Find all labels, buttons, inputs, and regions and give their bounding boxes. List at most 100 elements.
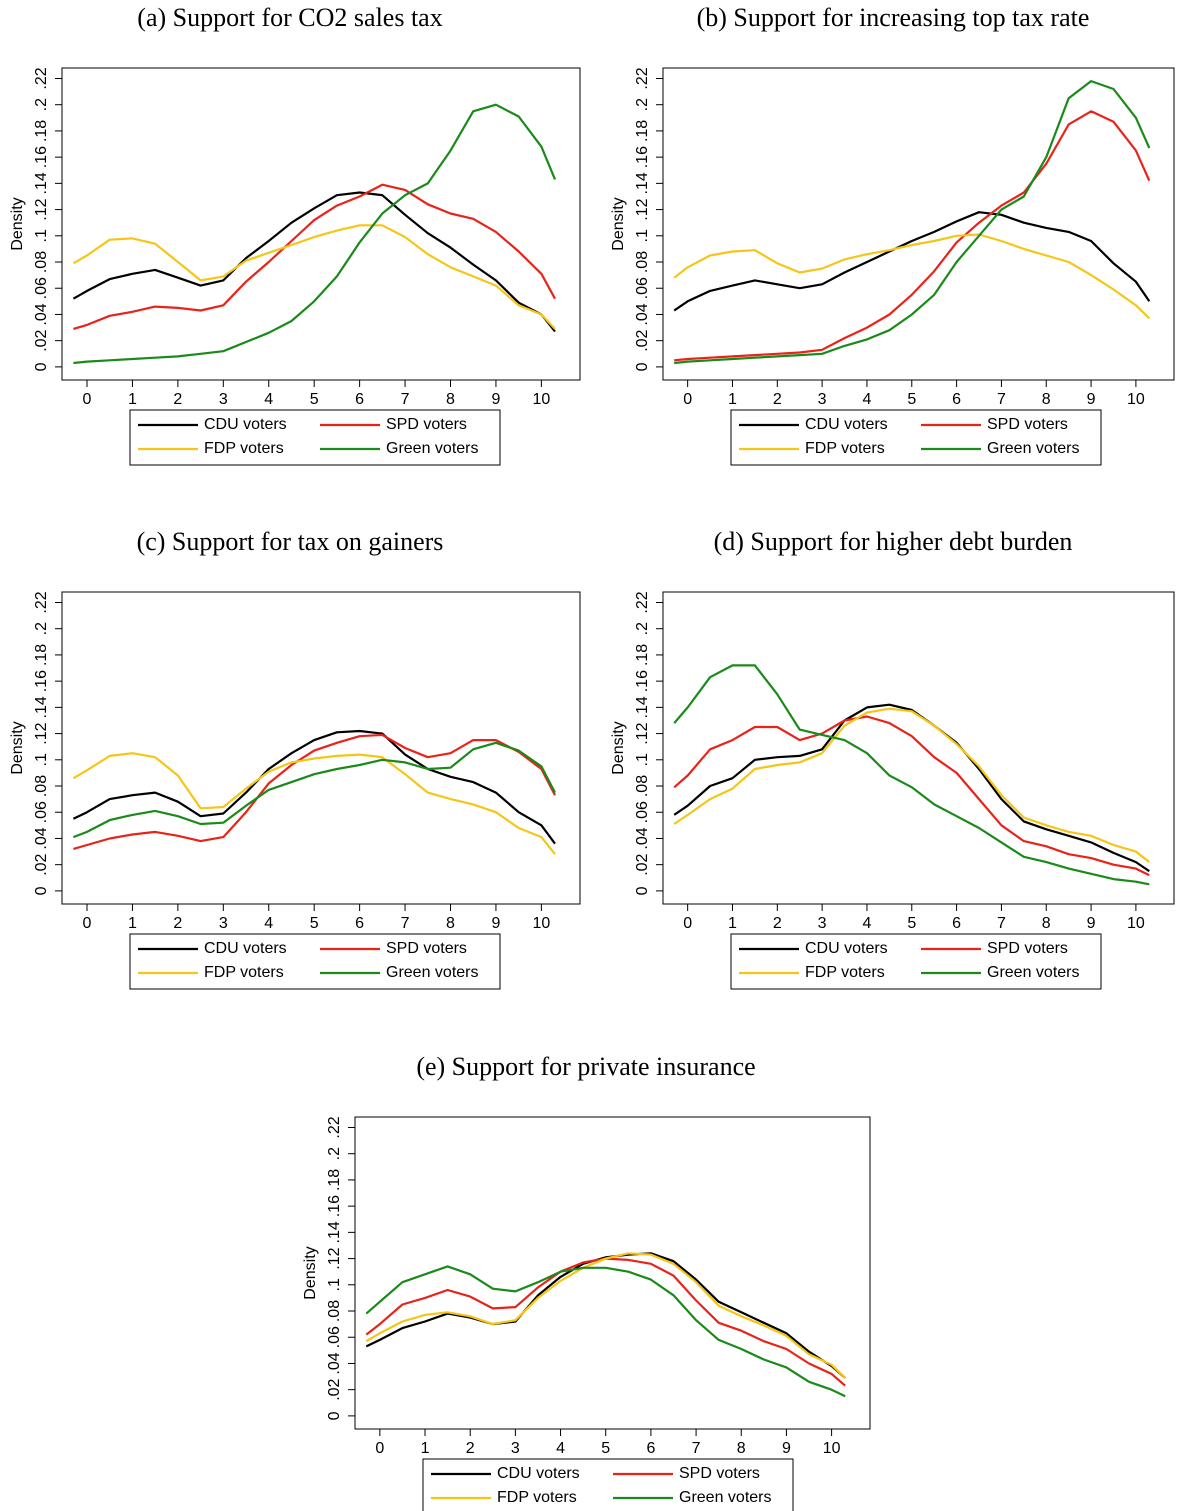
x-tick-label: 3 <box>511 1440 520 1457</box>
y-tick-label: .08 <box>634 775 651 797</box>
density-line <box>365 1257 846 1387</box>
x-tick-label: 10 <box>532 915 550 932</box>
y-tick-label: .2 <box>33 622 50 635</box>
x-tick-label: 5 <box>907 391 916 408</box>
x-tick-label: 3 <box>219 915 228 932</box>
x-tick-label: 7 <box>997 915 1006 932</box>
density-line <box>365 1252 846 1379</box>
y-tick-label: .22 <box>634 591 651 613</box>
legend-label: SPD voters <box>386 940 467 957</box>
y-tick-label: .22 <box>33 67 50 89</box>
y-tick-label: 0 <box>634 362 651 371</box>
x-tick-label: 9 <box>1087 915 1096 932</box>
x-tick-label: 4 <box>862 915 871 932</box>
density-line <box>73 741 556 839</box>
x-tick-label: 4 <box>264 391 273 408</box>
y-tick-label: .04 <box>33 303 50 325</box>
density-line <box>73 733 556 850</box>
x-tick-label: 0 <box>83 915 92 932</box>
x-tick-label: 7 <box>997 391 1006 408</box>
density-line <box>365 1252 846 1379</box>
y-axis-label: Density <box>302 1246 319 1299</box>
legend-label: FDP voters <box>497 1489 577 1506</box>
y-tick-label: .08 <box>33 775 50 797</box>
legend-label: CDU voters <box>497 1465 580 1482</box>
y-tick-label: .18 <box>326 1169 343 1191</box>
y-tick-label: 0 <box>326 1411 343 1420</box>
legend-label: Green voters <box>987 964 1079 981</box>
y-tick-label: .06 <box>326 1326 343 1348</box>
legend-box <box>129 409 501 466</box>
x-tick-label: 0 <box>375 1440 384 1457</box>
x-tick-label: 2 <box>773 391 782 408</box>
y-tick-label: .2 <box>33 98 50 111</box>
legend-label: CDU voters <box>805 416 888 433</box>
x-tick-label: 8 <box>1042 915 1051 932</box>
legend-label: CDU voters <box>805 940 888 957</box>
density-line <box>673 233 1151 320</box>
x-tick-label: 10 <box>1127 391 1145 408</box>
x-tick-label: 9 <box>782 1440 791 1457</box>
chart-title: (b) Support for increasing top tax rate <box>697 3 1090 32</box>
density-line <box>673 664 1150 886</box>
plot-frame <box>61 591 581 905</box>
y-tick-label: .22 <box>33 591 50 613</box>
y-tick-label: .02 <box>33 329 50 351</box>
x-tick-label: 7 <box>401 915 410 932</box>
chart-title: (c) Support for tax on gainers <box>137 527 444 556</box>
y-tick-label: .12 <box>634 198 651 220</box>
chart-title: (d) Support for higher debt burden <box>714 527 1073 556</box>
y-tick-label: .1 <box>634 753 651 766</box>
x-tick-label: 0 <box>683 391 692 408</box>
x-tick-label: 9 <box>491 391 500 408</box>
y-tick-label: .02 <box>326 1378 343 1400</box>
y-tick-label: .06 <box>634 277 651 299</box>
x-tick-label: 4 <box>556 1440 565 1457</box>
y-tick-label: .2 <box>634 622 651 635</box>
y-axis-label: Density <box>610 721 627 774</box>
legend-label: SPD voters <box>987 940 1068 957</box>
y-tick-label: .18 <box>33 644 50 666</box>
density-line <box>73 103 557 365</box>
legend-label: FDP voters <box>805 440 885 457</box>
legend-label: CDU voters <box>204 940 287 957</box>
density-line <box>72 729 556 845</box>
plot-frame <box>662 67 1175 381</box>
x-tick-label: 1 <box>128 915 137 932</box>
legend-label: SPD voters <box>987 416 1068 433</box>
y-tick-label: .22 <box>326 1116 343 1138</box>
x-tick-label: 7 <box>401 391 410 408</box>
y-tick-label: .22 <box>634 67 651 89</box>
y-tick-label: .12 <box>634 722 651 744</box>
y-tick-label: .04 <box>634 827 651 849</box>
y-tick-label: .2 <box>634 98 651 111</box>
y-tick-label: .04 <box>33 827 50 849</box>
x-tick-label: 7 <box>692 1440 701 1457</box>
chart-title: (a) Support for CO2 sales tax <box>137 3 442 32</box>
y-axis-label: Density <box>9 721 26 774</box>
plot-frame <box>61 67 581 381</box>
x-tick-label: 6 <box>355 391 364 408</box>
legend-label: CDU voters <box>204 416 287 433</box>
x-tick-label: 2 <box>773 915 782 932</box>
density-line <box>673 715 1150 877</box>
x-tick-label: 8 <box>446 915 455 932</box>
y-axis-label: Density <box>610 197 627 250</box>
y-tick-label: .08 <box>634 251 651 273</box>
y-tick-label: .1 <box>326 1278 343 1291</box>
x-tick-label: 10 <box>823 1440 841 1457</box>
density-line <box>673 703 1150 873</box>
x-tick-label: 1 <box>421 1440 430 1457</box>
legend-label: Green voters <box>987 440 1079 457</box>
y-tick-label: .02 <box>634 329 651 351</box>
y-tick-label: .08 <box>326 1300 343 1322</box>
legend-label: Green voters <box>386 440 478 457</box>
legend-label: FDP voters <box>204 964 284 981</box>
density-line <box>72 191 556 333</box>
y-tick-label: .12 <box>326 1247 343 1269</box>
density-line <box>673 707 1150 863</box>
y-tick-label: .12 <box>33 722 50 744</box>
x-tick-label: 1 <box>728 391 737 408</box>
legend-box <box>129 933 501 990</box>
